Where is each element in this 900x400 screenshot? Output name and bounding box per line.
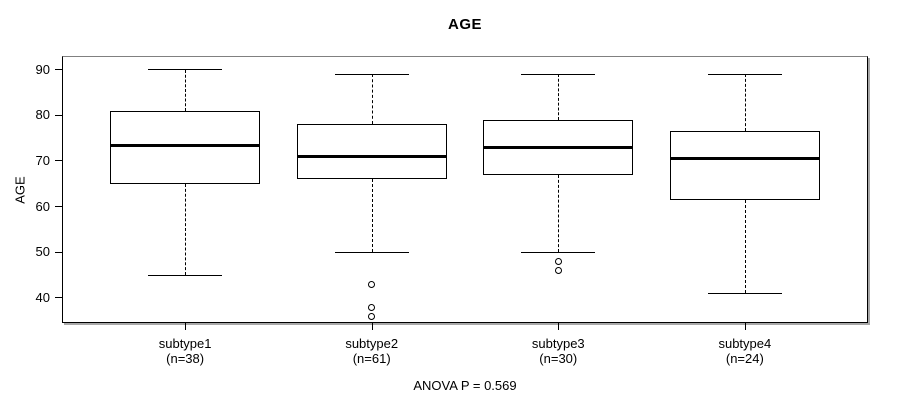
upper-whisker-line — [744, 74, 746, 132]
median-line — [296, 154, 447, 158]
y-tick-label: 80 — [35, 107, 50, 123]
upper-whisker-line — [371, 74, 373, 125]
upper-whisker-line — [558, 74, 560, 120]
upper-whisker-cap — [521, 73, 596, 75]
outlier-point — [368, 312, 376, 320]
y-axis-tick — [55, 206, 62, 208]
y-axis-tick — [55, 297, 62, 299]
upper-whisker-cap — [334, 73, 409, 75]
iqr-box — [669, 131, 820, 200]
y-tick-label: 60 — [35, 198, 50, 214]
x-axis-tick — [744, 323, 746, 330]
y-tick-label: 50 — [35, 244, 50, 260]
lower-whisker-cap — [707, 292, 782, 294]
anova-annotation: ANOVA P = 0.569 — [413, 378, 517, 393]
lower-whisker-cap — [148, 274, 223, 276]
y-axis-tick — [55, 69, 62, 71]
outlier-point — [554, 267, 562, 274]
lower-whisker-cap — [521, 251, 596, 253]
group-label-count: (n=38) — [166, 351, 205, 366]
y-tick-label: 70 — [35, 152, 50, 168]
y-axis-tick — [55, 160, 62, 162]
group-label-name: subtype4 — [718, 336, 772, 351]
upper-whisker-line — [185, 69, 187, 111]
upper-whisker-cap — [148, 69, 223, 71]
iqr-box — [110, 110, 261, 184]
group-label-count: (n=30) — [539, 351, 578, 366]
y-tick-label: 40 — [35, 289, 50, 305]
outlier-point — [368, 280, 376, 288]
x-axis-group-label: subtype4 (n=24) — [655, 336, 835, 366]
x-axis-tick — [185, 323, 187, 330]
y-axis-tick — [55, 251, 62, 253]
x-axis-group-label: subtype1 (n=38) — [95, 336, 275, 366]
median-line — [110, 143, 261, 147]
lower-whisker-line — [371, 179, 373, 253]
x-axis-tick — [558, 323, 560, 330]
lower-whisker-line — [558, 174, 560, 253]
x-axis-group-label: subtype3 (n=30) — [468, 336, 648, 366]
lower-whisker-cap — [334, 251, 409, 253]
chart-title: AGE — [447, 16, 482, 33]
y-tick-label: 90 — [35, 61, 50, 77]
group-label-count: (n=24) — [725, 351, 764, 366]
lower-whisker-line — [185, 183, 187, 276]
lower-whisker-line — [744, 199, 746, 294]
median-line — [669, 157, 820, 161]
y-axis-tick — [55, 114, 62, 116]
x-axis-group-label: subtype2 (n=61) — [282, 336, 462, 366]
group-label-name: subtype1 — [158, 336, 212, 351]
iqr-box — [296, 124, 447, 180]
group-label-count: (n=61) — [352, 351, 391, 366]
outlier-point — [554, 257, 562, 265]
outlier-point — [368, 303, 376, 311]
x-axis-tick — [371, 323, 373, 330]
upper-whisker-cap — [707, 73, 782, 75]
median-line — [483, 145, 634, 149]
group-label-name: subtype2 — [345, 336, 399, 351]
group-label-name: subtype3 — [531, 336, 585, 351]
